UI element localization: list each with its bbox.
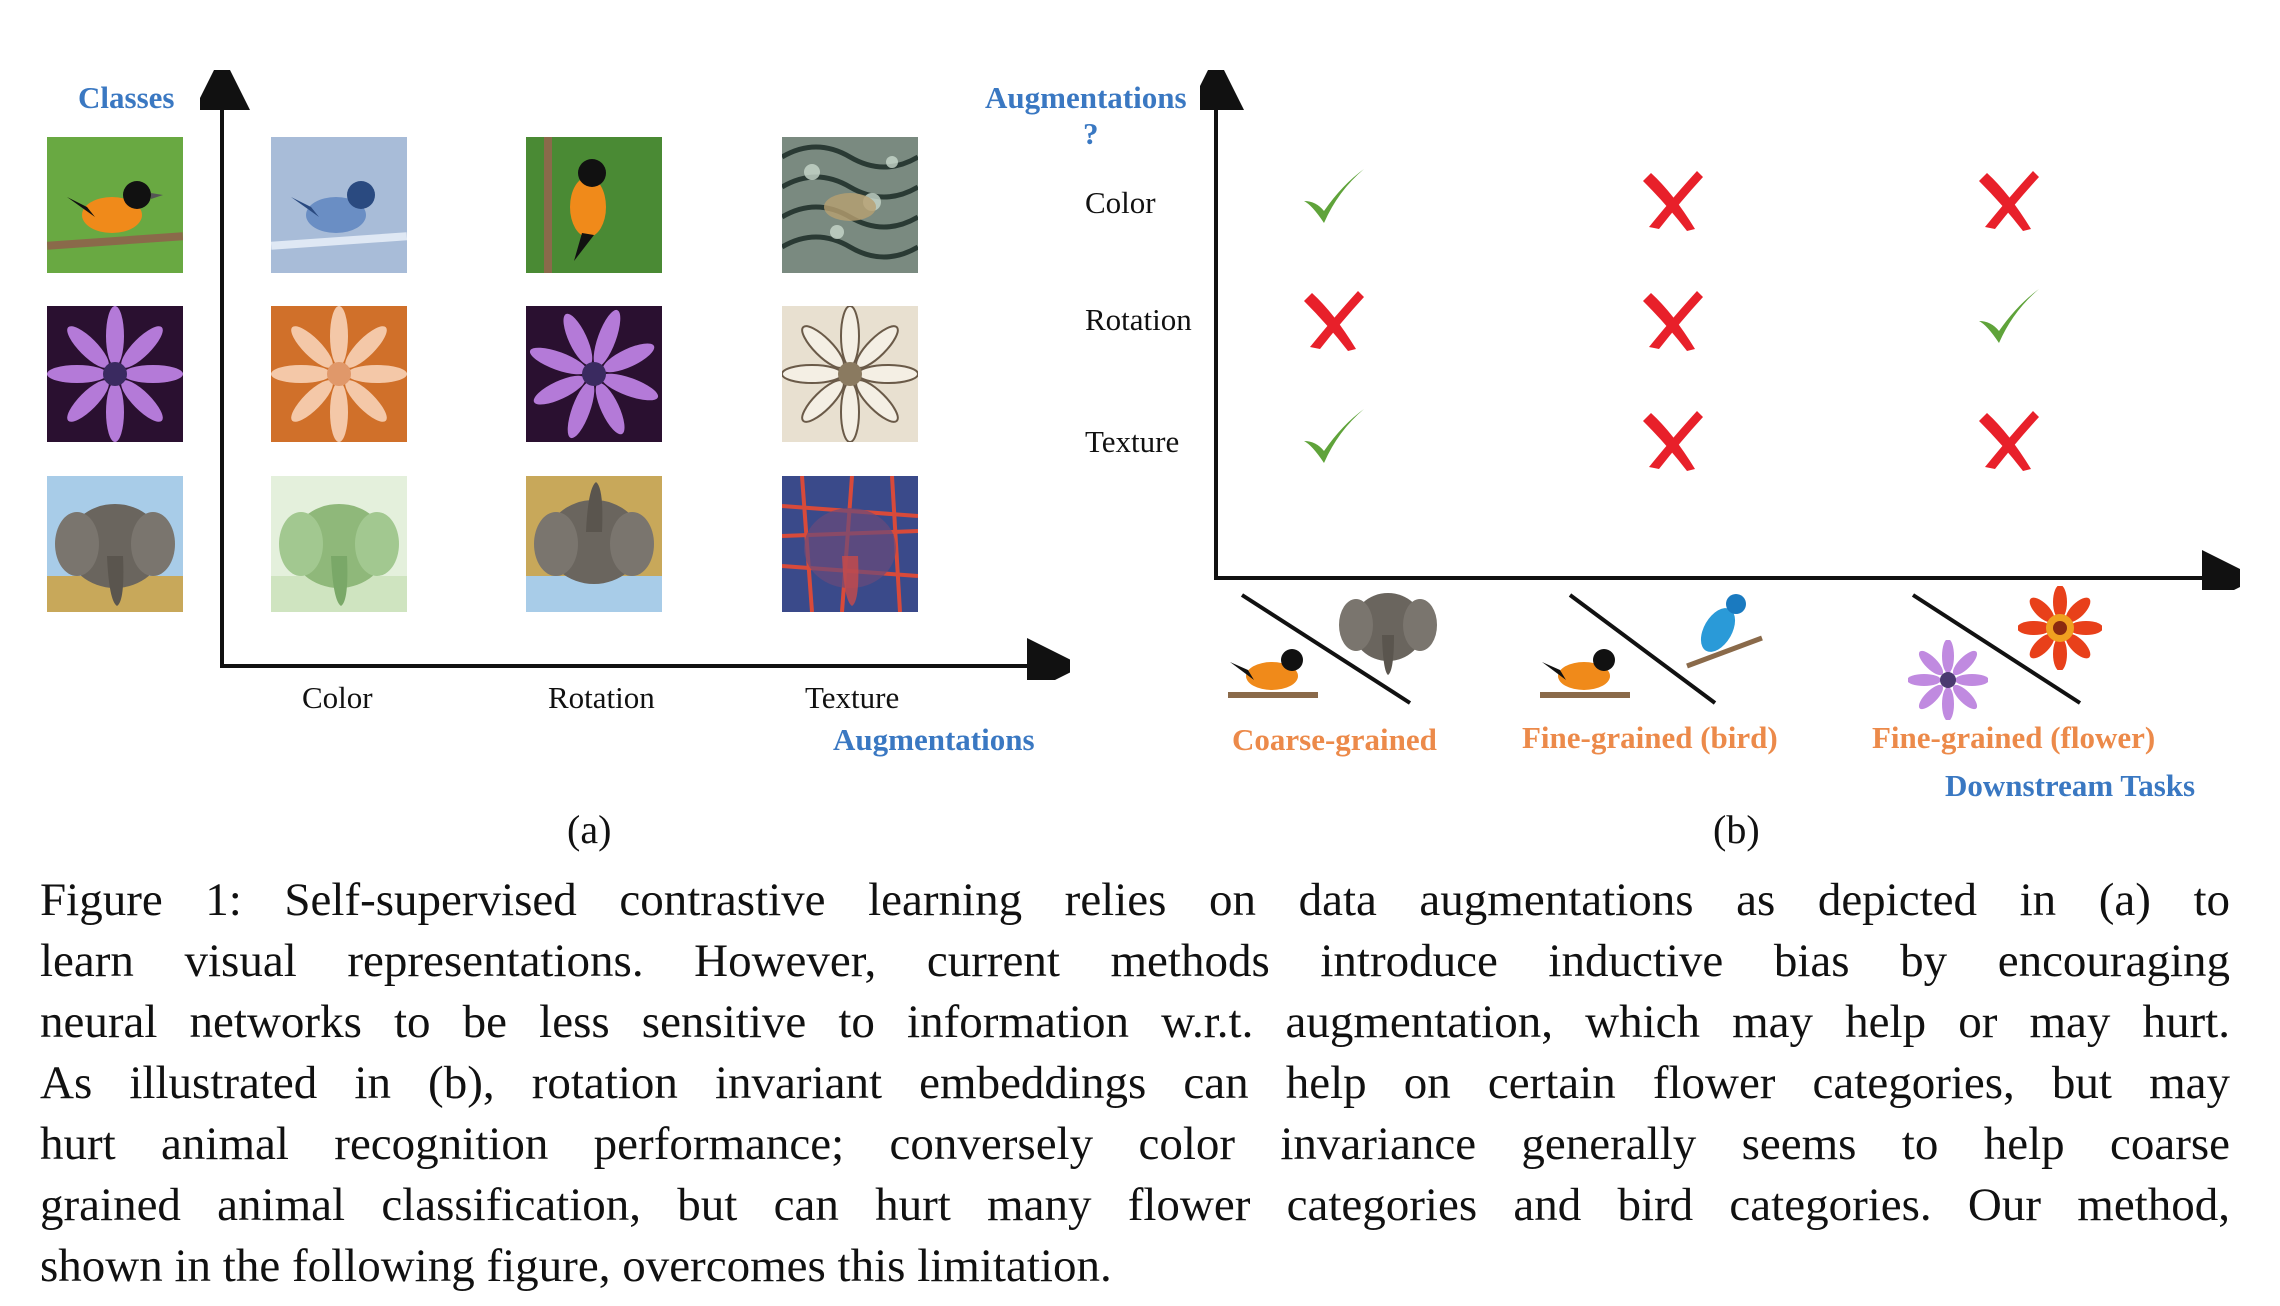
panel-a-y-axis-label: Classes (78, 80, 175, 115)
panel-b-x-axis-label: Downstream Tasks (1945, 768, 2196, 803)
fine-bird-bluebird-icon (1686, 594, 1763, 669)
caption-line: neural networks to be less sensitive to … (40, 996, 2230, 1048)
panel-b-row-color: Color (1085, 185, 1156, 220)
panel-b-task-fine-flower: Fine-grained (flower) (1872, 720, 2156, 755)
panel-b-task-fine-bird: Fine-grained (bird) (1522, 720, 1778, 755)
texture-aug-bird-image (782, 137, 918, 273)
panel-b-row-rotation: Rotation (1085, 302, 1192, 337)
original-flower-image (47, 306, 183, 442)
panel-b-y-axis-label: Augmentations (985, 80, 1187, 115)
caption-line: As illustrated in (b), rotation invarian… (40, 1057, 2230, 1109)
panel-a-x-tick-rotation: Rotation (548, 680, 655, 715)
caption-line: shown in the following figure, overcomes… (40, 1240, 1112, 1292)
caption-line: Figure 1: Self-supervised contrastive le… (40, 874, 2230, 926)
cross-mark-icon (1973, 405, 2043, 475)
original-bird-image (47, 137, 183, 273)
panel-b-task-illustrations (1240, 593, 2082, 705)
fine-bird-oriole-icon (1540, 649, 1630, 698)
caption-line: learn visual representations. However, c… (40, 935, 2230, 987)
rotation-aug-elephant-image (526, 476, 662, 612)
check-mark-icon (1298, 165, 1368, 235)
panel-b-axes (1200, 70, 2240, 590)
caption-line: grained animal classification, but can h… (40, 1179, 2230, 1231)
panel-b-row-texture: Texture (1085, 424, 1180, 459)
panel-b-task-coarse: Coarse-grained (1232, 722, 1437, 757)
cross-mark-icon (1637, 405, 1707, 475)
rotation-aug-bird-image (526, 137, 662, 273)
panel-a-axes (200, 70, 1070, 680)
panel-a-x-axis-label: Augmentations (833, 722, 1035, 757)
fine-flower-red-icon (2018, 586, 2102, 670)
cross-mark-icon (1298, 285, 1368, 355)
caption-line: hurt animal recognition performance; con… (40, 1118, 2230, 1170)
check-mark-icon (1973, 285, 2043, 355)
panel-b-y-axis-question: ? (1083, 116, 1099, 151)
figure-caption: Figure 1: Self-supervised contrastive le… (40, 870, 2230, 1297)
panel-a-sub-label: (a) (567, 807, 612, 852)
fine-flower-purple-icon (1908, 640, 1988, 720)
check-mark-icon (1298, 405, 1368, 475)
panel-b-sub-label: (b) (1713, 807, 1760, 852)
texture-aug-flower-image (782, 306, 918, 442)
coarse-bird-icon (1228, 649, 1318, 698)
cross-mark-icon (1637, 165, 1707, 235)
cross-mark-icon (1973, 165, 2043, 235)
color-aug-elephant-image (271, 476, 407, 612)
original-elephant-image (47, 476, 183, 612)
coarse-elephant-icon (1339, 593, 1437, 675)
color-aug-bird-image (271, 137, 407, 273)
panel-a-x-tick-texture: Texture (805, 680, 900, 715)
rotation-aug-flower-image (526, 306, 662, 442)
cross-mark-icon (1637, 285, 1707, 355)
texture-aug-elephant-image (782, 476, 918, 612)
panel-a-x-tick-color: Color (302, 680, 373, 715)
color-aug-flower-image (271, 306, 407, 442)
